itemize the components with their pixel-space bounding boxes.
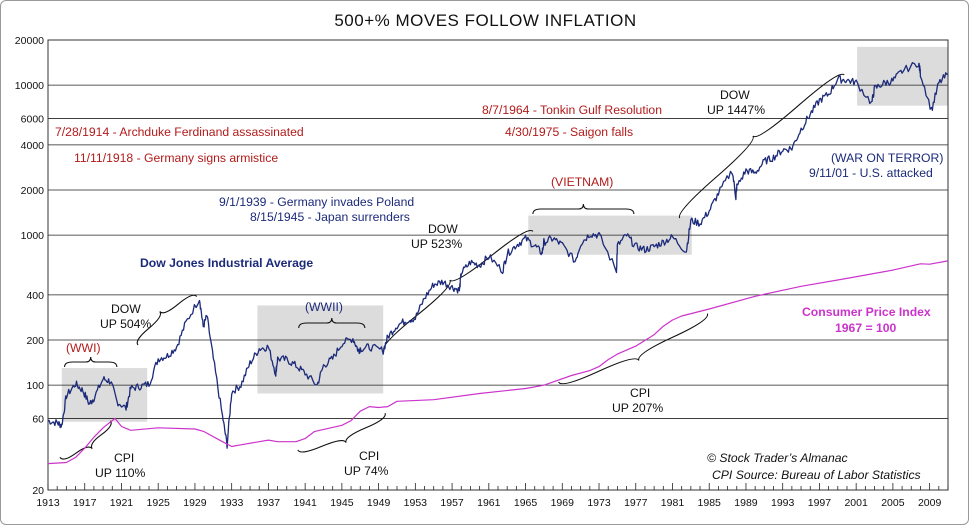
x-tick-label: 1937 bbox=[257, 497, 281, 509]
move-braces bbox=[59, 73, 845, 460]
period-label-vietnam: (VIETNAM) bbox=[551, 175, 613, 189]
shaded-period-0 bbox=[61, 368, 148, 422]
copyright-note: © Stock Trader’s Almanac bbox=[707, 451, 848, 465]
series-lines bbox=[47, 62, 949, 465]
y-tick-label: 60 bbox=[32, 413, 44, 425]
dow-move-3-label: DOW bbox=[720, 88, 750, 102]
dow-move-1-label: DOW bbox=[111, 302, 141, 316]
y-tick-label: 1000 bbox=[21, 230, 45, 242]
series-line-dow bbox=[47, 62, 949, 449]
y-tick-label: 10000 bbox=[15, 80, 44, 92]
cpi-move-2-value: UP 74% bbox=[344, 464, 389, 478]
cpi-move-1-label: CPI bbox=[114, 451, 134, 465]
x-axis-ticks: 1913 1917 1921 1925 1929 1933 1937 1941 1945 1949… bbox=[36, 483, 949, 509]
annotation-archduke: 7/28/1914 - Archduke Ferdinand assassina… bbox=[55, 125, 304, 139]
dow-move-1-value: UP 504% bbox=[100, 317, 151, 331]
cpi-move-3-value: UP 207% bbox=[612, 401, 663, 415]
brace-wwi bbox=[63, 356, 118, 368]
brace-dow-3 bbox=[678, 73, 845, 219]
x-tick-label: 1933 bbox=[220, 497, 244, 509]
annotation-armistice: 11/11/1918 - Germany signs armistice bbox=[74, 151, 278, 165]
cpi-base-label: 1967 = 100 bbox=[835, 321, 897, 335]
x-tick-label: 1941 bbox=[293, 497, 317, 509]
x-tick-label: 1957 bbox=[440, 497, 464, 509]
dow-move-2-label: DOW bbox=[428, 222, 458, 236]
y-tick-label: 6000 bbox=[21, 113, 45, 125]
y-tick-label: 400 bbox=[26, 290, 44, 302]
x-tick-label: 1989 bbox=[734, 497, 758, 509]
x-tick-label: 1997 bbox=[808, 497, 832, 509]
annotation-poland: 9/1/1939 - Germany invades Poland bbox=[219, 195, 414, 209]
x-tick-label: 1921 bbox=[110, 497, 134, 509]
brace-cpi-3 bbox=[558, 313, 709, 385]
x-tick-label: 1981 bbox=[661, 497, 685, 509]
x-tick-label: 1973 bbox=[587, 497, 611, 509]
chart-title: 500+% MOVES FOLLOW INFLATION bbox=[334, 11, 637, 30]
x-tick-label: 1965 bbox=[514, 497, 538, 509]
x-tick-label: 1985 bbox=[698, 497, 722, 509]
y-tick-label: 100 bbox=[26, 380, 44, 392]
brace-cpi-2 bbox=[297, 413, 386, 453]
x-tick-label: 1945 bbox=[330, 497, 354, 509]
y-tick-label: 4000 bbox=[21, 140, 45, 152]
x-tick-label: 2001 bbox=[844, 497, 868, 509]
annotation-war-on-terror: (WAR ON TERROR) bbox=[831, 151, 943, 165]
y-tick-label: 200 bbox=[26, 335, 44, 347]
brace-vietnam bbox=[532, 203, 635, 215]
x-tick-label: 1961 bbox=[477, 497, 501, 509]
cpi-move-3-label: CPI bbox=[630, 386, 650, 400]
cpi-move-1-value: UP 110% bbox=[95, 466, 146, 480]
y-tick-label: 20 bbox=[32, 485, 44, 497]
brace-dow-1 bbox=[136, 294, 198, 346]
x-tick-label: 1913 bbox=[36, 497, 60, 509]
x-tick-label: 1929 bbox=[183, 497, 207, 509]
x-tick-label: 1993 bbox=[771, 497, 795, 509]
dow-series-label: Dow Jones Industrial Average bbox=[140, 256, 313, 270]
cpi-series-label: Consumer Price Index bbox=[802, 305, 931, 319]
series-line-cpi bbox=[47, 260, 949, 465]
y-tick-label: 20000 bbox=[15, 35, 44, 47]
annotation-saigon: 4/30/1975 - Saigon falls bbox=[505, 125, 633, 139]
x-tick-label: 1917 bbox=[73, 497, 97, 509]
brace-wwii bbox=[298, 317, 366, 329]
brace-cpi-1 bbox=[59, 420, 112, 460]
cpi-move-2-label: CPI bbox=[359, 449, 379, 463]
y-axis-ticks: 20 60 100 200 400 1000 2000 4000 6000 10000 20000 bbox=[15, 35, 44, 497]
x-tick-label: 1925 bbox=[147, 497, 171, 509]
annotation-attacked: 9/11/01 - U.S. attacked bbox=[809, 166, 933, 180]
x-tick-label: 1953 bbox=[404, 497, 428, 509]
x-tick-label: 2009 bbox=[918, 497, 942, 509]
grid-lines bbox=[48, 39, 948, 491]
dow-move-3-value: UP 1447% bbox=[707, 103, 765, 117]
period-label-wwi: (WWI) bbox=[66, 341, 101, 355]
x-tick-label: 1949 bbox=[367, 497, 391, 509]
annotation-japan: 8/15/1945 - Japan surrenders bbox=[250, 210, 410, 224]
x-tick-label: 2005 bbox=[881, 497, 905, 509]
y-tick-label: 2000 bbox=[21, 185, 45, 197]
annotation-labels: (WWI) (WWII) (VIETNAM) 7/28/1914 - Archd… bbox=[55, 88, 943, 482]
shaded-period-1 bbox=[257, 305, 384, 394]
x-tick-label: 1977 bbox=[624, 497, 648, 509]
annotation-tonkin: 8/7/1964 - Tonkin Gulf Resolution bbox=[482, 103, 662, 117]
source-note: CPI Source: Bureau of Labor Statistics bbox=[712, 468, 921, 482]
dow-move-2-value: UP 523% bbox=[411, 237, 462, 251]
x-tick-label: 1969 bbox=[551, 497, 575, 509]
period-label-wwii: (WWII) bbox=[305, 300, 343, 314]
